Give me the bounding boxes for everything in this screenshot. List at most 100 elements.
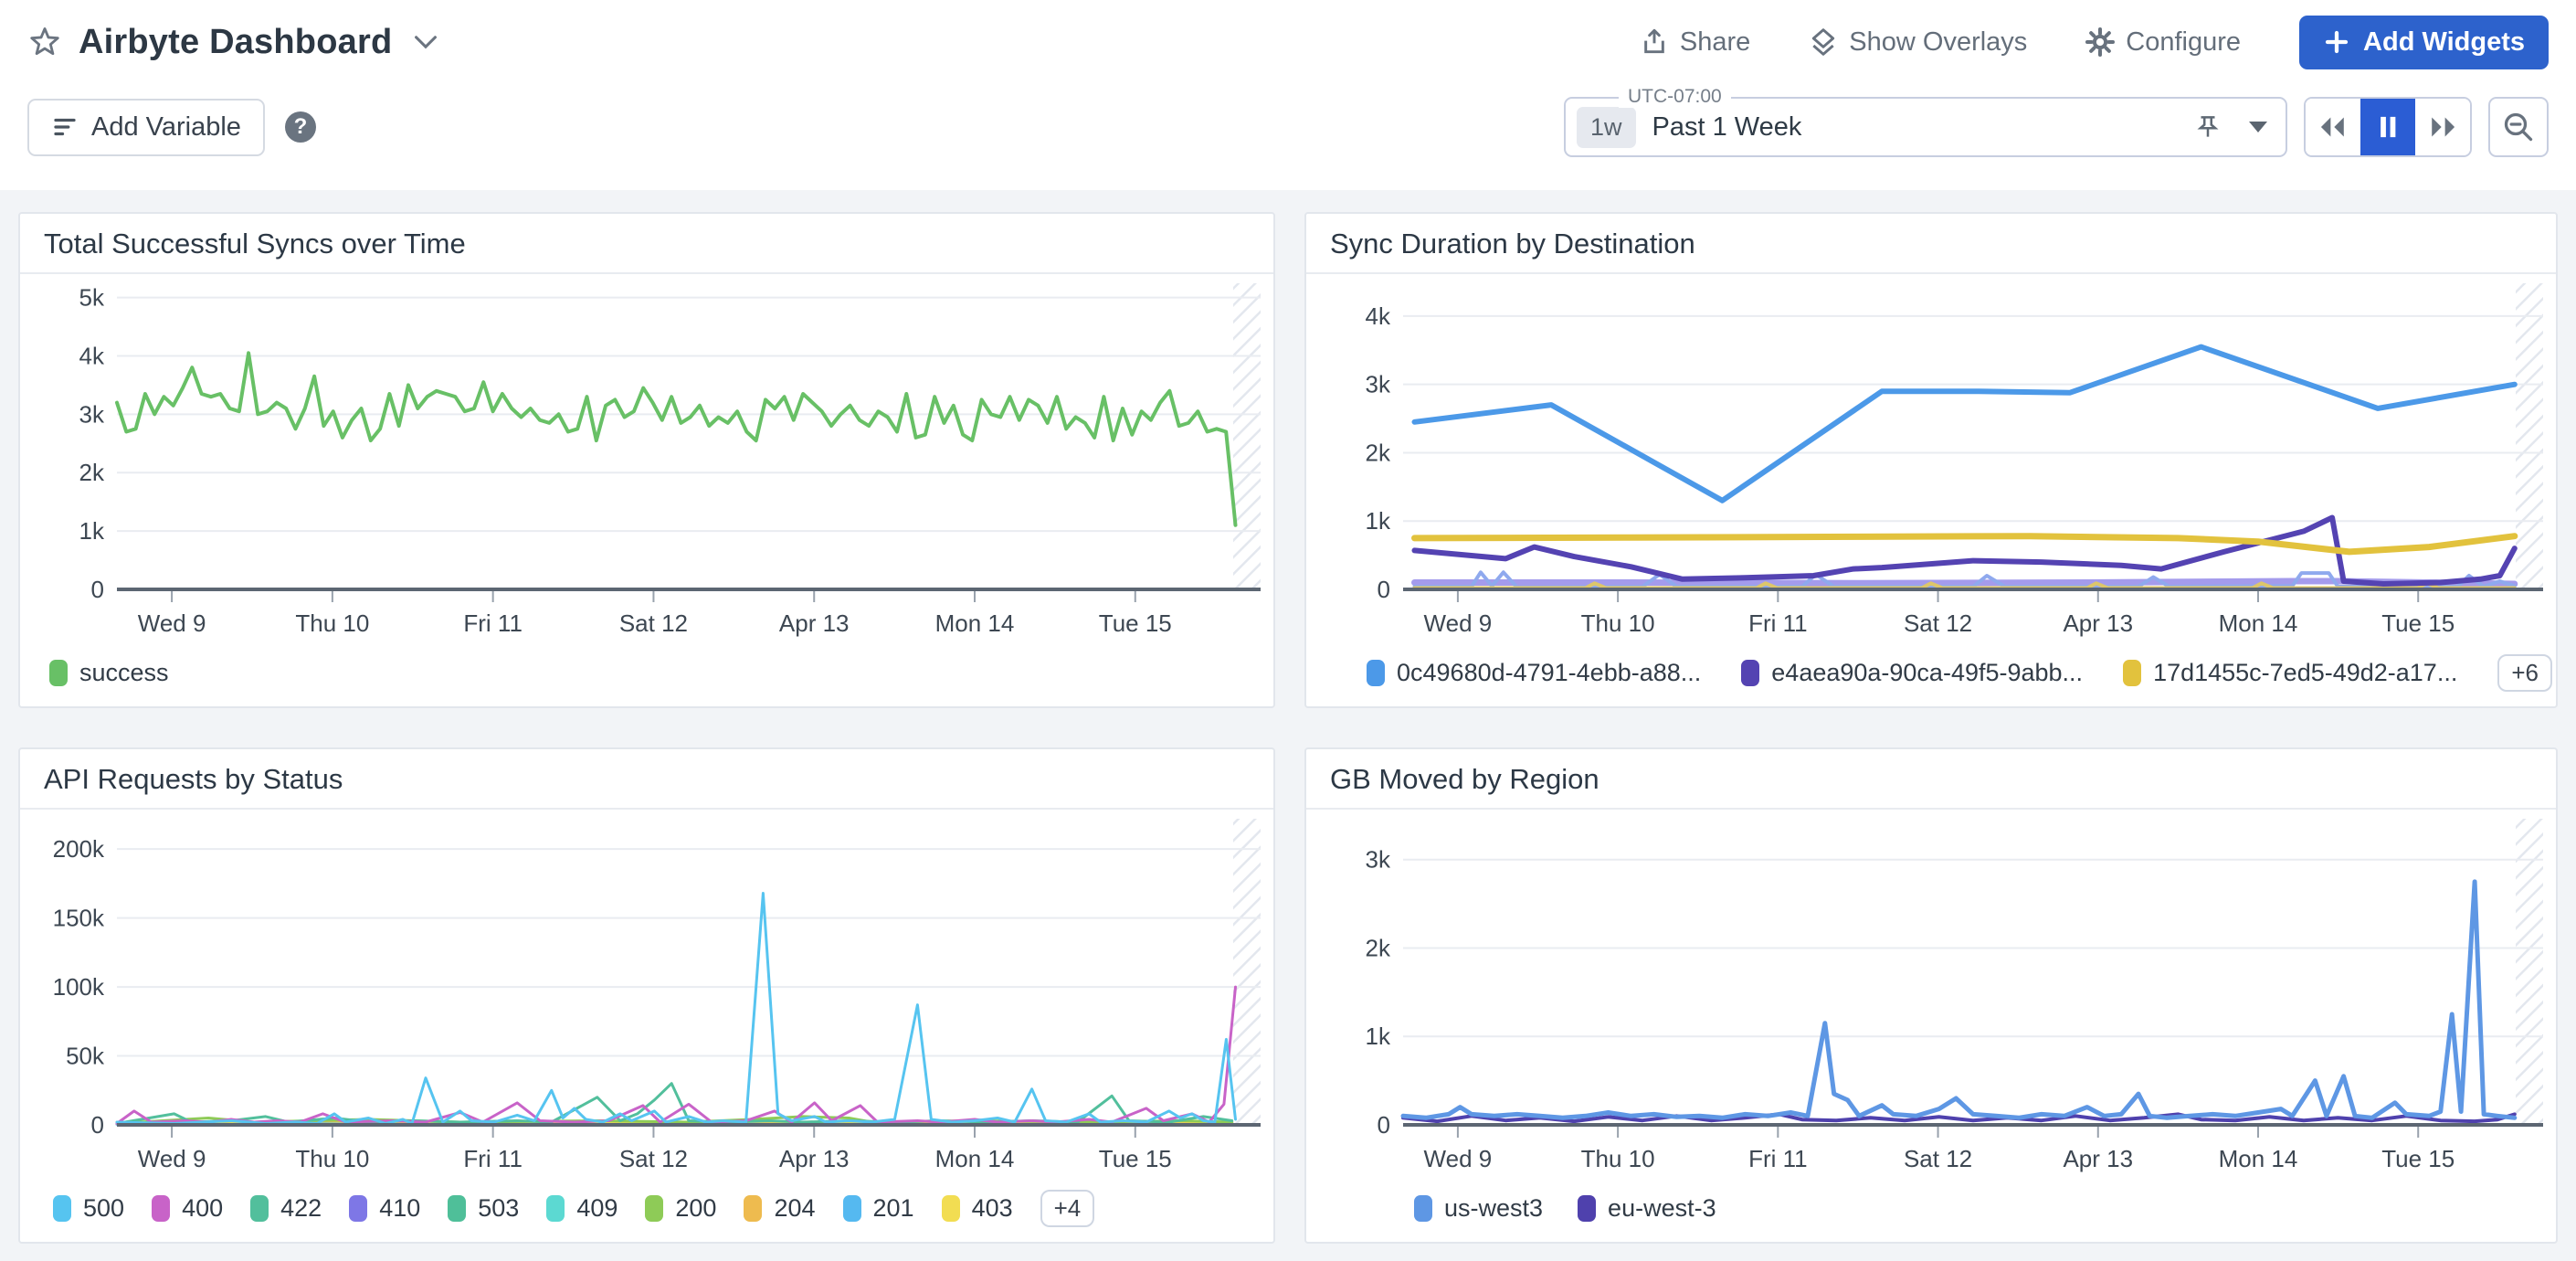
filter-icon [54, 118, 76, 136]
legend-item[interactable]: 503 [448, 1194, 519, 1223]
svg-text:Fri 11: Fri 11 [463, 609, 523, 637]
svg-text:Wed 9: Wed 9 [1424, 609, 1493, 637]
pin-icon[interactable] [2194, 113, 2222, 141]
legend-item[interactable]: 403 [941, 1194, 1013, 1223]
svg-text:3k: 3k [1366, 846, 1391, 874]
legend-item[interactable]: success [49, 659, 169, 687]
legend-color-chip [1414, 1195, 1432, 1222]
legend-item[interactable]: 200 [645, 1194, 716, 1223]
share-button[interactable]: Share [1640, 27, 1750, 58]
share-icon [1644, 28, 1664, 54]
legend-overflow-badge[interactable]: +6 [2497, 654, 2552, 692]
svg-text:Sat 12: Sat 12 [1904, 609, 1972, 637]
legend-item[interactable]: 17d1455c-7ed5-49d2-a17... [2123, 659, 2457, 687]
svg-text:2k: 2k [1366, 934, 1391, 961]
timeseries-chart[interactable]: 5k 4k 3k 2k 1k 0 Wed 9 Thu 10 Fri 11 Sat 12 Apr 13… [20, 274, 1273, 651]
legend-item[interactable]: 422 [250, 1194, 322, 1223]
svg-text:0: 0 [91, 1111, 104, 1139]
timeseries-chart[interactable]: 4k 3k 2k 1k 0 Wed 9 Thu 10 Fri 11 Sat 12 Apr 13 Mo… [1306, 274, 2556, 651]
legend-color-chip [744, 1195, 763, 1222]
add-widgets-button[interactable]: Add Widgets [2299, 15, 2549, 69]
svg-text:Fri 11: Fri 11 [1748, 609, 1808, 637]
pause-button[interactable] [2360, 99, 2415, 155]
widget-title: Sync Duration by Destination [1330, 228, 1695, 260]
zoom-out-icon [2504, 112, 2533, 142]
svg-text:1k: 1k [1366, 507, 1391, 535]
svg-text:Wed 9: Wed 9 [1424, 1145, 1493, 1172]
legend-color-chip [1367, 660, 1385, 686]
legend-item[interactable]: 409 [546, 1194, 618, 1223]
time-range-badge[interactable]: 1w [1577, 106, 1636, 148]
svg-text:Thu 10: Thu 10 [295, 609, 369, 637]
svg-text:Tue 15: Tue 15 [1099, 609, 1172, 637]
legend-color-chip [941, 1195, 960, 1222]
legend-item[interactable]: us-west3 [1414, 1194, 1543, 1223]
rewind-icon [2320, 117, 2344, 137]
svg-text:Sat 12: Sat 12 [619, 609, 688, 637]
svg-text:Apr 13: Apr 13 [779, 1145, 850, 1172]
overlays-icon [1812, 28, 1835, 56]
svg-text:3k: 3k [1366, 371, 1391, 398]
svg-text:2k: 2k [79, 459, 105, 486]
svg-text:Mon 14: Mon 14 [2219, 1145, 2298, 1172]
svg-text:150k: 150k [53, 905, 105, 932]
timezone-label: UTC-07:00 [1619, 86, 1731, 108]
chart-legend: success [20, 651, 1273, 706]
legend-item[interactable]: 204 [744, 1194, 816, 1223]
widget-title: GB Moved by Region [1330, 763, 1599, 795]
favorite-star-icon[interactable] [27, 25, 62, 59]
legend-item[interactable]: 201 [842, 1194, 914, 1223]
legend-item[interactable]: eu-west-3 [1578, 1194, 1716, 1223]
legend-color-chip [2123, 660, 2142, 686]
chevron-down-icon[interactable] [414, 35, 438, 49]
svg-text:Wed 9: Wed 9 [138, 609, 206, 637]
fast-forward-icon [2432, 117, 2455, 137]
help-icon[interactable]: ? [284, 111, 316, 143]
legend-color-chip [1578, 1195, 1597, 1222]
legend-color-chip [448, 1195, 467, 1222]
svg-text:Fri 11: Fri 11 [463, 1145, 523, 1172]
time-picker-caret-icon[interactable] [2249, 122, 2267, 132]
dashboard-title-group[interactable]: Airbyte Dashboard [27, 23, 438, 62]
legend-item[interactable]: e4aea90a-90ca-49f5-9abb... [1741, 659, 2083, 687]
add-variable-button[interactable]: Add Variable [27, 98, 265, 156]
legend-item[interactable]: 410 [349, 1194, 420, 1223]
time-backward-button[interactable] [2306, 99, 2360, 155]
legend-item[interactable]: 0c49680d-4791-4ebb-a88... [1367, 659, 1701, 687]
timeseries-chart[interactable]: 3k 2k 1k 0 Wed 9 Thu 10 Fri 11 Sat 12 Apr 13 Mon … [1306, 810, 2556, 1186]
legend-overflow-badge[interactable]: +4 [1040, 1190, 1095, 1227]
legend-item[interactable]: 500 [53, 1194, 124, 1223]
svg-text:1k: 1k [1366, 1023, 1391, 1050]
time-forward-button[interactable] [2415, 99, 2470, 155]
legend-color-chip [546, 1195, 565, 1222]
legend-color-chip [250, 1195, 269, 1222]
widget-title: API Requests by Status [44, 763, 343, 795]
svg-text:Tue 15: Tue 15 [1099, 1145, 1172, 1172]
svg-text:Wed 9: Wed 9 [138, 1145, 206, 1172]
widget-api-requests-by-status[interactable]: API Requests by Status 200k 150k 100k 50k 0 W… [18, 747, 1275, 1244]
legend-color-chip [842, 1195, 861, 1222]
svg-text:5k: 5k [79, 284, 105, 312]
svg-text:0: 0 [1378, 1111, 1390, 1139]
show-overlays-button[interactable]: Show Overlays [1809, 27, 2027, 58]
widget-total-successful-syncs[interactable]: Total Successful Syncs over Time 5k 4k 3k 2… [18, 212, 1275, 708]
svg-text:Mon 14: Mon 14 [2219, 609, 2298, 637]
svg-text:50k: 50k [66, 1043, 105, 1070]
time-range-label: Past 1 Week [1652, 111, 1802, 142]
time-range-picker[interactable]: UTC-07:00 1w Past 1 Week [1564, 86, 2287, 157]
pause-icon [2381, 116, 2396, 138]
svg-text:Tue 15: Tue 15 [2381, 1145, 2455, 1172]
legend-color-chip [645, 1195, 664, 1222]
widget-sync-duration-by-destination[interactable]: Sync Duration by Destination 4k 3k 2k 1k 0 We… [1304, 212, 2558, 708]
widget-gb-moved-by-region[interactable]: GB Moved by Region 3k 2k 1k 0 Wed 9 Thu 10 Fri… [1304, 747, 2558, 1244]
svg-text:0: 0 [1378, 576, 1390, 603]
legend-color-chip [152, 1195, 171, 1222]
zoom-out-button[interactable] [2488, 97, 2549, 157]
svg-text:0: 0 [91, 576, 104, 603]
svg-text:Fri 11: Fri 11 [1748, 1145, 1808, 1172]
svg-text:Mon 14: Mon 14 [935, 1145, 1015, 1172]
legend-item[interactable]: 400 [152, 1194, 223, 1223]
chart-legend: 0c49680d-4791-4ebb-a88... e4aea90a-90ca-4… [1306, 651, 2556, 706]
timeseries-chart[interactable]: 200k 150k 100k 50k 0 Wed 9 Thu 10 Fri 11 Sat 12 A… [20, 810, 1273, 1186]
configure-button[interactable]: Configure [2085, 27, 2241, 58]
